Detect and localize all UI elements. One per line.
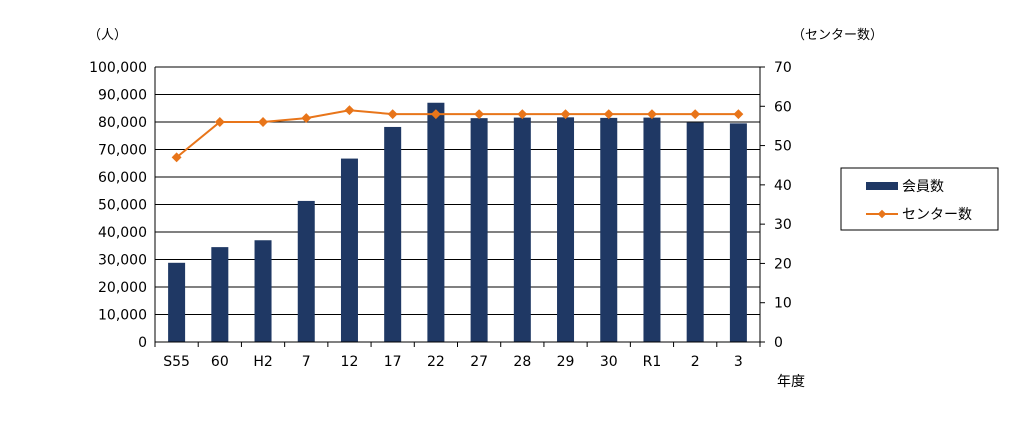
- bar-members: [600, 117, 618, 342]
- x-tick-label: 2: [691, 354, 700, 370]
- tick-labels: 0 10,000 20,000 30,000 40,000 50,000 60,000 70,…: [89, 60, 792, 370]
- point-centers: [603, 109, 614, 120]
- point-centers: [344, 105, 355, 116]
- y-right-tick-label: 0: [774, 335, 783, 351]
- y-left-tick-label: 20,000: [98, 280, 147, 296]
- bar-members: [427, 102, 445, 342]
- point-centers: [474, 109, 485, 120]
- x-tick-label: 30: [600, 354, 618, 370]
- point-centers: [387, 109, 398, 120]
- legend: 会員数 センター数: [840, 167, 999, 231]
- x-tick-label: 7: [302, 354, 311, 370]
- y-right-tick-label: 30: [774, 217, 792, 233]
- point-centers: [171, 152, 182, 163]
- y-left-tick-label: 100,000: [89, 60, 147, 76]
- y-left-tick-label: 90,000: [98, 88, 147, 104]
- y-left-tick-label: 10,000: [98, 308, 147, 324]
- left-axis-unit-label: （人）: [88, 28, 127, 43]
- bar-series-members: [168, 102, 747, 343]
- x-tick-label: 3: [734, 354, 743, 370]
- point-centers: [517, 109, 528, 120]
- gridlines: [155, 66, 760, 315]
- x-tick-label: 12: [341, 354, 359, 370]
- legend-bar-swatch: [866, 182, 898, 190]
- x-axis-label: 年度: [777, 374, 805, 390]
- bar-members: [297, 200, 315, 342]
- line-centers: [175, 109, 739, 159]
- bar-members: [729, 123, 747, 342]
- y-left-tick-label: 0: [138, 335, 147, 351]
- legend-label-members: 会員数: [902, 179, 944, 195]
- bar-members: [254, 240, 272, 342]
- bar-members: [168, 262, 186, 342]
- point-centers: [690, 109, 701, 120]
- point-centers: [214, 117, 225, 127]
- y-left-tick-label: 50,000: [98, 198, 147, 214]
- point-centers: [647, 109, 657, 120]
- x-tick-label: S55: [163, 354, 190, 370]
- bar-members: [211, 247, 229, 342]
- bar-members: [470, 118, 488, 343]
- bar-members: [643, 117, 661, 342]
- y-left-tick-label: 40,000: [98, 225, 147, 241]
- y-right-tick-label: 50: [774, 139, 792, 155]
- bar-members: [686, 122, 704, 342]
- line-series-centers: [171, 105, 744, 163]
- x-tick-label: H2: [253, 354, 272, 370]
- x-tick-label: 22: [427, 354, 445, 370]
- y-left-tick-label: 70,000: [98, 143, 147, 159]
- legend-label-centers: センター数: [902, 207, 972, 223]
- bar-members: [384, 126, 402, 342]
- point-centers: [258, 117, 268, 127]
- point-centers: [560, 109, 571, 120]
- y-right-tick-label: 70: [774, 60, 792, 76]
- bar-members: [557, 117, 575, 342]
- x-tick-label: R1: [643, 354, 662, 370]
- y-right-tick-label: 10: [774, 296, 792, 312]
- point-centers: [733, 109, 744, 120]
- x-tick-label: 28: [513, 354, 531, 370]
- y-left-tick-label: 30,000: [98, 253, 147, 269]
- x-tick-label: 27: [470, 354, 488, 370]
- y-left-tick-label: 80,000: [98, 115, 147, 131]
- y-right-tick-label: 60: [774, 99, 792, 115]
- x-tick-label: 29: [557, 354, 575, 370]
- y-right-tick-label: 20: [774, 256, 792, 272]
- bar-members: [340, 158, 358, 342]
- right-axis-unit-label: （センター数）: [792, 28, 883, 43]
- bar-members: [513, 117, 531, 342]
- legend-box: [840, 167, 999, 231]
- x-tick-label: 17: [384, 354, 402, 370]
- y-left-tick-label: 60,000: [98, 170, 147, 186]
- x-tick-label: 60: [211, 354, 229, 370]
- y-right-tick-label: 40: [774, 178, 792, 194]
- axes: [154, 66, 765, 347]
